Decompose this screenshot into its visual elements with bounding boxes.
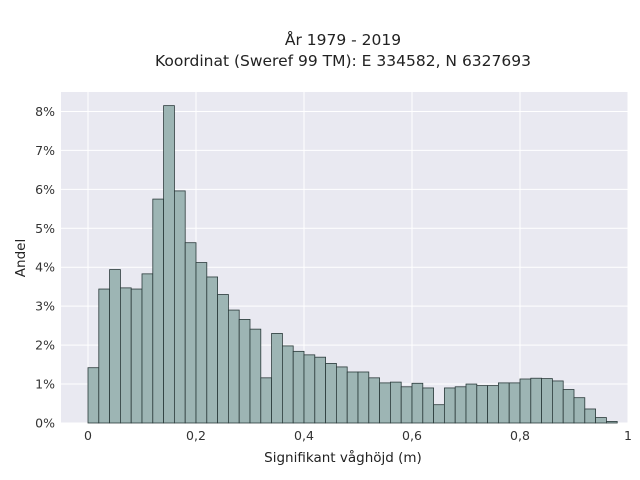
histogram-bar <box>476 385 488 424</box>
x-tick-label: 0,6 <box>402 428 422 443</box>
histogram-bar <box>400 386 413 424</box>
histogram-bar <box>562 389 575 424</box>
x-tick-label: 0,2 <box>186 428 206 443</box>
histogram-bar <box>389 381 402 424</box>
histogram-bar <box>487 385 499 424</box>
histogram-bar <box>346 371 359 424</box>
histogram-bar <box>184 242 197 424</box>
y-tick-label: 4% <box>35 260 55 275</box>
histogram-bar <box>292 350 305 424</box>
histogram-bar <box>206 276 219 424</box>
histogram-bar <box>422 387 434 424</box>
histogram-bar <box>325 363 337 424</box>
y-tick-label: 1% <box>35 377 55 392</box>
histogram-bar <box>163 105 175 424</box>
x-axis-label: Signifikant våghöjd (m) <box>264 449 422 466</box>
histogram-bar <box>271 333 283 424</box>
histogram-bar <box>508 382 521 424</box>
histogram-bar <box>552 380 564 424</box>
histogram-bar <box>98 288 111 424</box>
y-tick-label: 3% <box>35 299 55 314</box>
y-tick-label: 0% <box>35 416 55 431</box>
histogram-bar <box>152 198 165 424</box>
histogram-bar <box>497 382 510 424</box>
x-ticks: 0 0,2 0,4 0,6 0,8 1 <box>84 428 632 443</box>
histogram-bar <box>379 382 391 424</box>
histogram-bar <box>530 377 542 424</box>
chart-title-line-2: Koordinat (Sweref 99 TM): E 334582, N 63… <box>155 52 531 70</box>
histogram-bar <box>465 383 478 424</box>
histogram-bar <box>217 294 229 424</box>
histogram-bar <box>314 356 326 424</box>
histogram-bar <box>606 421 618 424</box>
histogram-bar <box>357 371 370 424</box>
histogram-bar <box>595 417 607 424</box>
histogram-bar <box>335 366 348 424</box>
histogram-bar <box>519 378 532 424</box>
histogram-bar <box>130 288 143 424</box>
y-tick-label: 7% <box>35 143 55 158</box>
y-tick-label: 5% <box>35 221 55 236</box>
x-tick-label: 0 <box>84 428 92 443</box>
histogram-bar <box>411 382 424 424</box>
histogram-bar <box>260 377 272 424</box>
x-tick-label: 0,4 <box>294 428 314 443</box>
x-tick-label: 0,8 <box>510 428 530 443</box>
histogram-bar <box>584 408 596 424</box>
histogram-bar <box>249 328 262 424</box>
histogram-bar <box>109 269 121 424</box>
x-tick-label: 1 <box>624 428 632 443</box>
histogram-bar <box>238 319 251 424</box>
histogram-bar <box>195 262 208 424</box>
histogram-bar <box>173 190 186 424</box>
histogram-bar <box>87 367 100 424</box>
histogram-bar <box>368 377 380 424</box>
histogram-bar <box>541 378 553 424</box>
y-ticks: 0% 1% 2% 3% 4% 5% 6% 7% 8% <box>35 104 55 431</box>
histogram-bar <box>443 387 456 424</box>
y-tick-label: 8% <box>35 104 55 119</box>
histogram-bar <box>573 397 586 424</box>
histogram-bar <box>227 309 240 424</box>
histogram-bar <box>454 386 467 424</box>
y-axis-label: Andel <box>13 239 29 277</box>
histogram-bar <box>433 404 445 424</box>
y-tick-label: 2% <box>35 338 55 353</box>
y-tick-label: 6% <box>35 182 55 197</box>
chart-title-line-1: År 1979 - 2019 <box>285 30 401 49</box>
histogram-bar <box>141 273 154 424</box>
histogram-bar <box>120 287 132 424</box>
histogram-bar <box>303 354 316 424</box>
bars-layer <box>87 105 618 424</box>
histogram-bar <box>281 345 294 424</box>
